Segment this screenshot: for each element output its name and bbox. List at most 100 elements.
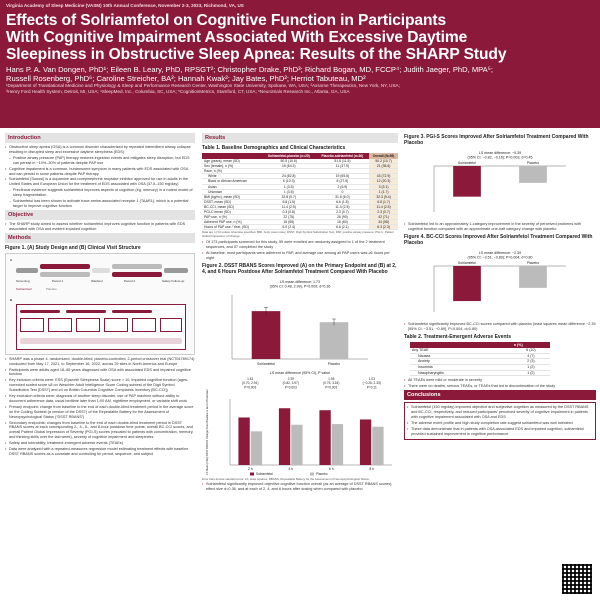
chart-annotation: LS mean difference: −2.39(95% CI: −3.51,… — [468, 251, 533, 259]
period1-placebo-bar — [40, 271, 90, 277]
row-label: BMI (kg/m²), mean (SD) — [202, 194, 262, 200]
category-label: Placebo — [527, 161, 539, 165]
visit-box — [132, 317, 156, 332]
table-cell: 18 (60) — [315, 219, 370, 226]
group-annotation: 1.95 — [328, 377, 334, 381]
row-label: Black or African American — [202, 178, 262, 185]
methods-item: Data were analyzed with a repeated-measu… — [5, 447, 195, 457]
figure3-list: Solriamfetol led to an approximately 1-c… — [404, 222, 596, 232]
table-cell: 2.3 (0.7) — [315, 209, 370, 216]
table-row: Any TEAE 6 (10) — [410, 348, 550, 354]
objective-heading: Objective — [5, 209, 195, 220]
row-label: PAP use, n (%) — [202, 214, 262, 221]
figure2b-svg: LS mean difference (95% CI), P value LS M… — [205, 371, 392, 476]
annotation-text: (95% CI: 0.48, 2.99), P=0.009; d=0.36 — [270, 284, 331, 288]
objective-list: The SHARP study aimed to assess whether … — [5, 222, 195, 232]
figure1-title: Figure 1. (A) Study Design and (B) Clini… — [5, 244, 141, 251]
row-label: Unknown — [202, 189, 262, 195]
y-axis-label: LS Mean (±SE) DSST RBANS Change From Bas… — [205, 388, 209, 474]
conclusions-box: Solriamfetol (150 mg/day) improved objec… — [404, 402, 596, 441]
table-cell: 6.6 (2.1) — [315, 224, 370, 231]
results-item: At baseline, most participants were adhe… — [202, 251, 398, 261]
annotation-text: LS mean difference: −2.39 — [479, 251, 521, 255]
bar — [519, 265, 547, 288]
table-cell: 6.0 (2.4) — [261, 224, 316, 231]
category-label: Placebo — [328, 362, 340, 366]
group-annotation: P=0.003 — [325, 385, 337, 389]
table-row: Anxiety 2 (3) — [410, 358, 550, 365]
conference-line: Virginia Academy of Sleep Medicine (VASM… — [6, 3, 244, 8]
figure4-item: Solriamfetol significantly improved BC-C… — [404, 322, 596, 332]
table-cell: 43 (72.9) — [369, 173, 398, 180]
table-cell: 6.8 (1.7) — [369, 199, 398, 205]
conclusion-item: The adverse event profile and high study… — [407, 421, 593, 426]
annotation-text: (95% CI: −0.82, −0.16); P=0.003; d=0.45 — [468, 155, 533, 159]
table-cell: 19 (65.5) — [315, 173, 370, 180]
results-heading: Results — [202, 133, 398, 143]
category-label: Solriamfetol — [257, 362, 275, 366]
conclusions-list: Solriamfetol (150 mg/day) improved objec… — [407, 405, 593, 436]
middle-column: Results Table 1. Baseline Demographics a… — [202, 132, 398, 596]
table-cell: 1 (2) — [511, 364, 550, 371]
table-row: Insomnia 1 (2) — [410, 364, 550, 371]
table-cell: 11.4 (2.5) — [261, 204, 316, 211]
table-cell: 2 (6.9) — [315, 184, 370, 190]
visit-box — [48, 317, 72, 332]
methods-item: SHARP was a phase 4, randomized, double-… — [5, 357, 195, 367]
table-cell: 1 (3.5) — [261, 184, 316, 190]
title-line: With Cognitive Impairment Associated Wit… — [6, 29, 468, 46]
row-label: Race, n (%) — [202, 168, 262, 175]
figure4-svg: LS mean difference: −2.39(95% CI: −3.51,… — [433, 251, 566, 312]
visit-schedule-band — [20, 337, 182, 344]
table-header-cell: Solriamfetol-placebo (n=29) — [261, 153, 316, 160]
conclusions-heading: Conclusions — [404, 390, 596, 400]
conclusion-item: These data demonstrate that in patients … — [407, 427, 593, 437]
table-body: Age (years), mean (SD) 50.5 (10.6) 51.8 (1… — [202, 159, 398, 231]
table-row: BMI (kg/m²), mean (SD) 32.8 (5.7) 31.6 (6.… — [202, 194, 398, 200]
group-annotation: 1.81 — [247, 377, 253, 381]
row-label: White — [202, 173, 262, 180]
category-label: Placebo — [527, 261, 539, 265]
table-cell: 11 (37.9) — [315, 163, 370, 170]
table-cell: 32.3 (5.4) — [369, 194, 398, 200]
annotation-text: LS mean difference: 1.73 — [280, 280, 320, 284]
methods-item: Secondary endpoints: changes from baseli… — [5, 421, 195, 441]
table-cell: 11.4 (2.5) — [369, 204, 398, 211]
figure3-chart: LS mean difference: −0.39 (95% CI: −0.82,… — [404, 148, 596, 222]
category-label: 8 h — [369, 467, 374, 471]
teae-list: All TEAEs were mild or moderate in sever… — [404, 378, 596, 389]
qr-code[interactable] — [562, 564, 592, 594]
period2-placebo-bar — [112, 263, 162, 269]
category-label: 2 h — [248, 467, 253, 471]
row-label: BC-CCI, mean (SD) — [202, 204, 262, 211]
table-cell: 31.6 (6.0) — [315, 194, 370, 200]
author-line: Russell Rosenberg, PhD⁶; Caroline Streic… — [6, 74, 366, 83]
bar — [291, 424, 303, 465]
bar — [319, 321, 349, 359]
legend-label: Solriamfetol — [256, 472, 273, 476]
table-cell: 1 (3.5) — [261, 189, 316, 195]
table-cell: 8 (27.6) — [315, 178, 370, 185]
visit-timeline-line — [112, 309, 152, 313]
table-cell: 26 (90) — [315, 214, 370, 221]
table-header-cell — [202, 153, 262, 160]
annotation-text: LS mean difference: −0.39 — [479, 151, 521, 155]
visit-box — [104, 317, 128, 332]
introduction-item: Positive airway pressure (PAP) therapy r… — [5, 156, 195, 166]
introduction-heading: Introduction — [5, 133, 195, 143]
table-cell: 0.3 (0.8) — [261, 209, 316, 216]
table-row: Age (years), mean (SD) 50.5 (10.6) 51.8 (1… — [202, 159, 398, 165]
chart-annotation: LS mean difference: −0.39(95% CI: −0.82,… — [468, 151, 533, 159]
row-label: DSST, mean (SD) — [202, 199, 262, 205]
table-cell: 22 (75) — [261, 214, 316, 221]
bar — [453, 166, 481, 197]
group-annotation: (0.82, 3.97) — [283, 381, 299, 385]
affiliations: ¹Department of Translational Medicine an… — [6, 83, 594, 95]
table-cell: 42 (71) — [369, 214, 398, 221]
introduction-item: Cognitive impairment is a common, burden… — [5, 167, 195, 177]
panel-a-label: A — [10, 257, 13, 262]
methods-item: Primary endpoint: change from baseline t… — [5, 405, 195, 420]
table-header-row: n (%) — [410, 341, 550, 349]
title-line: Sleepiness in Obstructive Sleep Apnea: R… — [6, 46, 507, 63]
fig1-legend-placebo: Placebo — [46, 286, 57, 291]
